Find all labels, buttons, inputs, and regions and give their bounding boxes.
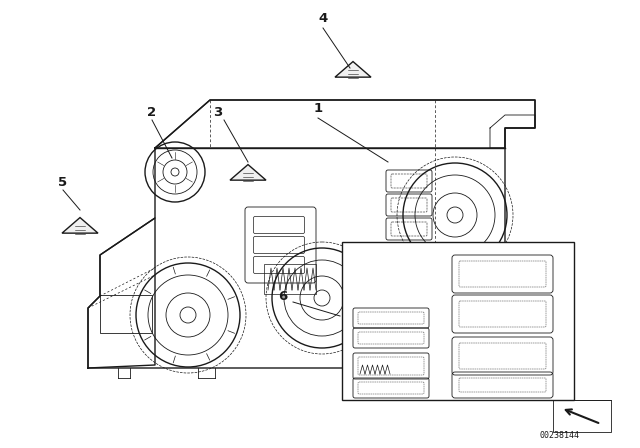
Text: 00238144: 00238144 [540,431,580,440]
Text: 6: 6 [278,289,287,302]
Bar [100,295,152,333]
Polygon shape [62,218,98,233]
Text: 1: 1 [314,102,323,115]
Polygon shape [230,164,266,180]
Bar [553,400,611,432]
Text: 2: 2 [147,105,157,119]
Bar [342,242,574,400]
Text: 4: 4 [318,12,328,25]
Polygon shape [335,61,371,77]
Text: 3: 3 [213,105,223,119]
Bar [264,264,316,294]
Text: 5: 5 [58,176,68,189]
